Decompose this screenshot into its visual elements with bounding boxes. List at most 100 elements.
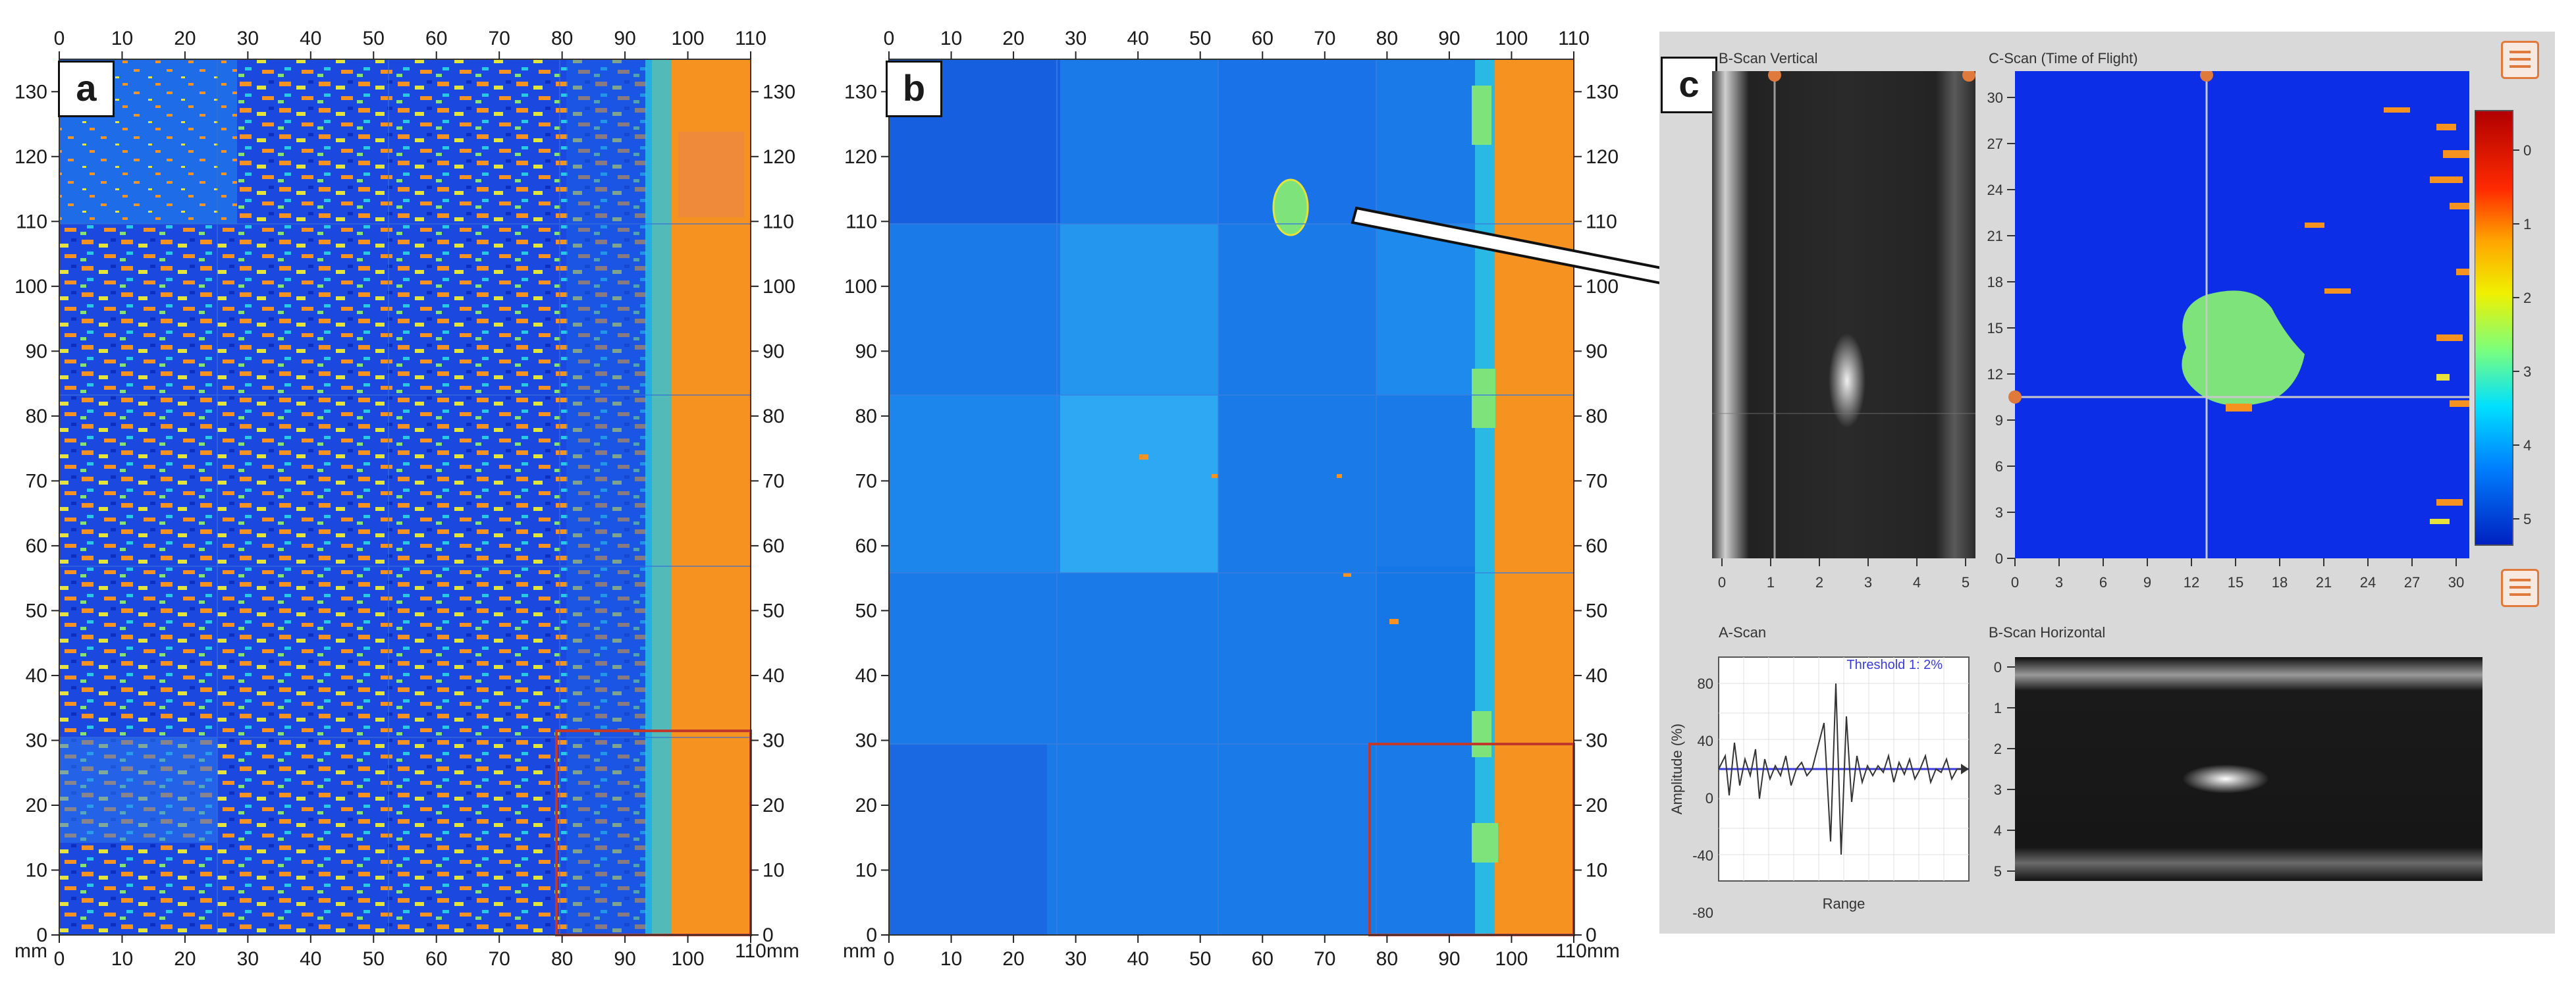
y-tick-left: 100 [844, 276, 877, 298]
panel-c-letter: c [1661, 57, 1717, 113]
y-tick-right: 20 [763, 795, 784, 816]
cscan-view: 0 3 6 9 12 15 18 21 24 27 30 0 3 6 9 12 15 18 21 24 27 30 [1987, 71, 2469, 591]
ascan-y-label: Amplitude (%) [1669, 724, 1685, 814]
y-tick-right: 90 [763, 340, 784, 362]
ascan-y-tick: -40 [1692, 847, 1713, 864]
y-tick-left: 110 [16, 211, 47, 232]
menu-icon-top[interactable] [2501, 41, 2539, 79]
ascan-y-tick: 40 [1698, 733, 1713, 749]
ascan-y-tick: 0 [1705, 790, 1713, 807]
panel-b-flaw [1272, 178, 1309, 236]
y-tick-right: 80 [1586, 406, 1607, 427]
menu-icon-bottom[interactable] [2501, 569, 2539, 607]
y-tick-right: 20 [1586, 795, 1607, 816]
colorbar: 0 1 2 3 4 5 [2475, 110, 2531, 546]
x-tick-bottom: 0 [884, 948, 895, 970]
cscan-x-tick: 18 [2272, 574, 2288, 591]
bscan-vertical-tick: 1 [1767, 574, 1775, 591]
panel-a-letter: a [58, 61, 115, 117]
cscan-x-tick: 12 [2184, 574, 2199, 591]
y-tick-right: 80 [763, 406, 784, 427]
x-tick-top: 90 [1438, 28, 1460, 49]
x-tick-bottom: 90 [614, 948, 635, 970]
x-tick-top: 10 [111, 28, 133, 49]
x-tick-top: 100 [672, 28, 705, 49]
y-tick-left: 10 [855, 859, 877, 881]
bscan-vertical-tick: 5 [1962, 574, 1970, 591]
y-tick-right: 70 [763, 470, 784, 492]
y-tick-right: 100 [1586, 276, 1619, 298]
y-tick-right: 110 [1586, 211, 1617, 232]
y-tick-left: 90 [855, 340, 877, 362]
y-tick-right: 130 [1586, 81, 1619, 103]
x-tick-top: 110 [735, 28, 766, 49]
y-tick-left: 10 [26, 859, 47, 881]
colorbar-tick: 3 [2523, 363, 2531, 380]
cscan-x-tick: 3 [2055, 574, 2063, 591]
y-tick-left: 70 [855, 470, 877, 492]
y-tick-left: 90 [26, 340, 47, 362]
x-tick-top: 0 [54, 28, 65, 49]
ascan-y-tick: -80 [1692, 905, 1713, 921]
x-tick-top: 50 [1189, 28, 1211, 49]
y-tick-right: 60 [763, 535, 784, 557]
cscan-y-tick: 27 [1987, 136, 2003, 152]
x-tick-bottom: 10 [940, 948, 962, 970]
y-tick-left: 30 [26, 730, 47, 751]
bscan-vertical-title: B-Scan Vertical [1719, 50, 1818, 67]
y-tick-left: 20 [26, 795, 47, 816]
colorbar-tick: 0 [2523, 142, 2531, 159]
x-tick-bottom: 30 [1065, 948, 1087, 970]
x-tick-top: 50 [363, 28, 385, 49]
ascan-view: Threshold 1: 2% Range Amplitude (%) 80 40… [1669, 656, 1970, 921]
y-tick-left: 70 [26, 470, 47, 492]
cscan-x-tick: 21 [2316, 574, 2332, 591]
cscan-y-tick: 0 [1995, 550, 2003, 567]
cscan-x-tick: 0 [2011, 574, 2019, 591]
x-tick-top: 10 [940, 28, 962, 49]
x-tick-top: 60 [1252, 28, 1274, 49]
bscan-horizontal-tick: 5 [1994, 863, 2002, 880]
cscan-x-tick: 6 [2099, 574, 2107, 591]
ascan-x-label: Range [1823, 895, 1865, 912]
x-tick-bottom: 20 [1002, 948, 1024, 970]
x-tick-bottom: 50 [1189, 948, 1211, 970]
y-tick-right: 120 [763, 146, 795, 168]
bscan-vertical-tick: 3 [1864, 574, 1872, 591]
cscan-y-tick: 21 [1987, 228, 2003, 244]
y-tick-right: 30 [1586, 730, 1607, 751]
cscan-y-tick: 12 [1987, 366, 2003, 383]
bscan-horizontal-tick: 3 [1994, 782, 2002, 798]
y-tick-left: 60 [26, 535, 47, 557]
colorbar-tick: 5 [2523, 511, 2531, 527]
panel-b-end-label: 110mm [1555, 940, 1620, 962]
ascan-title: A-Scan [1719, 624, 1767, 641]
x-tick-bottom: 90 [1438, 948, 1460, 970]
x-tick-bottom: 40 [1127, 948, 1148, 970]
y-tick-right: 10 [1586, 859, 1607, 881]
x-tick-top: 30 [237, 28, 259, 49]
y-tick-right: 130 [763, 81, 795, 103]
x-tick-bottom: 70 [488, 948, 510, 970]
y-tick-right: 10 [763, 859, 784, 881]
y-tick-left: 30 [855, 730, 877, 751]
y-tick-right: 40 [763, 665, 784, 687]
cscan-y-tick: 3 [1995, 504, 2003, 521]
y-tick-left: 110 [845, 211, 877, 232]
bscan-horizontal-tick: 2 [1994, 741, 2002, 757]
y-tick-left: 0 [36, 924, 47, 946]
bscan-horizontal-tick: 0 [1994, 659, 2002, 676]
cscan-x-tick: 30 [2448, 574, 2464, 591]
bscan-vertical-view: 0 1 2 3 4 5 [1712, 71, 1975, 591]
panel-b-letter: b [886, 61, 942, 117]
x-tick-top: 40 [300, 28, 321, 49]
x-tick-bottom: 80 [1376, 948, 1398, 970]
x-tick-top: 40 [1127, 28, 1148, 49]
cscan-x-tick: 9 [2143, 574, 2151, 591]
colorbar-tick: 2 [2523, 290, 2531, 306]
cscan-x-tick: 27 [2404, 574, 2420, 591]
y-tick-right: 30 [763, 730, 784, 751]
bscan-horizontal-title: B-Scan Horizontal [1989, 624, 2106, 641]
x-tick-top: 110 [1558, 28, 1590, 49]
x-tick-bottom: 60 [425, 948, 447, 970]
